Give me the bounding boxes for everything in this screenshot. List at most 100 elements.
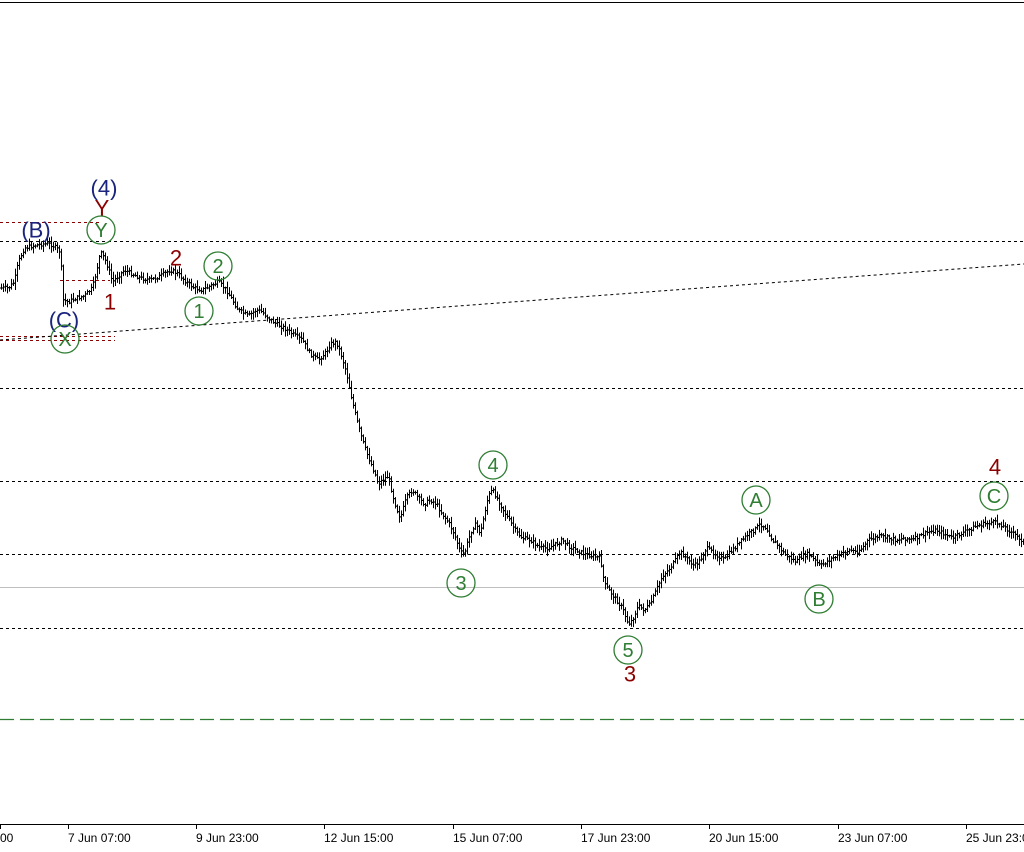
price-bar-270 <box>540 541 543 550</box>
price-bar-138 <box>276 316 279 327</box>
price-bar-153 <box>306 338 309 352</box>
price-bar-300 <box>600 549 603 568</box>
price-bar-10 <box>20 253 23 261</box>
price-bar-53 <box>106 256 109 271</box>
price-bar-8 <box>16 261 19 282</box>
price-bar-417 <box>834 555 837 561</box>
price-bar-246 <box>492 487 495 494</box>
price-bar-475 <box>950 529 953 540</box>
price-bar-241 <box>482 516 485 530</box>
price-bar-404 <box>808 548 811 562</box>
price-bar-410 <box>820 559 823 569</box>
wave-text: 2 <box>170 246 182 271</box>
wave-circle-text: C <box>987 486 1001 508</box>
price-bar-341 <box>682 546 685 558</box>
price-bar-478 <box>956 529 959 542</box>
price-bar-177 <box>354 402 357 416</box>
price-bar-428 <box>856 544 859 558</box>
wave-label-14: A <box>741 485 771 515</box>
price-bar-465 <box>930 525 933 534</box>
price-bar-355 <box>710 546 713 553</box>
price-bar-217 <box>434 496 437 510</box>
price-bar-44 <box>88 289 91 295</box>
price-bar-232 <box>464 548 467 557</box>
price-bar-183 <box>366 445 369 460</box>
price-bar-414 <box>828 554 831 568</box>
price-bar-168 <box>336 340 339 350</box>
price-bar-215 <box>430 498 433 505</box>
wave-text: (B) <box>21 218 50 243</box>
wave-label-16: 4 <box>989 455 1001 480</box>
price-bar-11 <box>22 248 25 259</box>
price-bar-99 <box>198 286 201 293</box>
wave-label-5: 2 <box>203 251 233 281</box>
price-bar-64 <box>128 267 131 276</box>
price-bar-74 <box>148 276 151 283</box>
price-bar-59 <box>118 272 121 285</box>
price-bar-147 <box>294 328 297 337</box>
price-bar-283 <box>566 538 569 547</box>
price-bar-389 <box>778 543 781 554</box>
price-bar-162 <box>324 348 327 360</box>
price-bar-204 <box>408 489 411 499</box>
price-bar-31 <box>62 264 65 307</box>
price-bar-176 <box>352 394 355 409</box>
price-bar-278 <box>556 537 559 547</box>
price-bar-248 <box>496 491 499 501</box>
wave-circle <box>741 485 771 515</box>
price-bar-305 <box>610 587 613 600</box>
price-bar-107 <box>214 280 217 287</box>
price-bar-240 <box>480 523 483 537</box>
price-bar-488 <box>976 520 979 530</box>
price-bar-192 <box>384 471 387 486</box>
x-tick-label-5: 17 Jun 23:00 <box>581 831 651 845</box>
price-bar-239 <box>478 524 481 536</box>
price-bar-45 <box>90 283 93 295</box>
price-bar-441 <box>882 533 885 543</box>
price-bar-228 <box>456 534 459 550</box>
price-bar-62 <box>124 265 127 276</box>
price-bar-504 <box>1008 524 1011 538</box>
price-bar-255 <box>510 516 513 527</box>
price-bar-451 <box>902 534 905 540</box>
price-bar-97 <box>194 283 197 295</box>
price-bar-366 <box>732 543 735 555</box>
price-bar-141 <box>282 323 285 332</box>
wave-circle-text: 3 <box>455 573 466 595</box>
wave-text: 4 <box>989 455 1001 480</box>
price-bar-184 <box>368 447 371 465</box>
wave-label-3: Y <box>86 215 116 245</box>
wave-label-6: 1 <box>104 290 116 315</box>
price-bar-140 <box>280 320 283 335</box>
price-bar-27 <box>54 242 57 251</box>
wave-text: (4) <box>91 176 118 201</box>
price-bar-78 <box>156 277 159 283</box>
price-bar-309 <box>618 596 621 611</box>
price-bar-397 <box>794 555 797 566</box>
price-bar-47 <box>94 273 97 289</box>
wave-label-12: 5 <box>613 635 643 665</box>
price-bar-236 <box>472 526 475 535</box>
price-bar-249 <box>498 494 501 511</box>
price-bar-98 <box>196 280 199 294</box>
price-bar-334 <box>668 565 671 577</box>
price-bar-388 <box>776 540 779 550</box>
price-bar-508 <box>1016 529 1019 540</box>
price-bar-125 <box>250 310 253 320</box>
price-bar-351 <box>702 552 705 564</box>
price-bar-279 <box>558 541 561 551</box>
price-bar-421 <box>842 545 845 558</box>
x-tick-label-1: 7 Jun 07:00 <box>68 831 131 845</box>
wave-circle-text: Y <box>94 220 107 242</box>
price-bar-179 <box>358 418 361 433</box>
price-bar-214 <box>428 495 431 505</box>
price-bar-242 <box>484 506 487 522</box>
x-tick-label-0: 00 <box>0 831 14 845</box>
price-bar-82 <box>164 269 167 278</box>
price-bar-94 <box>188 278 191 289</box>
wave-label-13: 3 <box>624 662 636 687</box>
price-bar-299 <box>598 551 601 563</box>
price-bar-269 <box>538 539 541 552</box>
price-bar-91 <box>182 276 185 285</box>
price-bar-33 <box>66 298 69 308</box>
